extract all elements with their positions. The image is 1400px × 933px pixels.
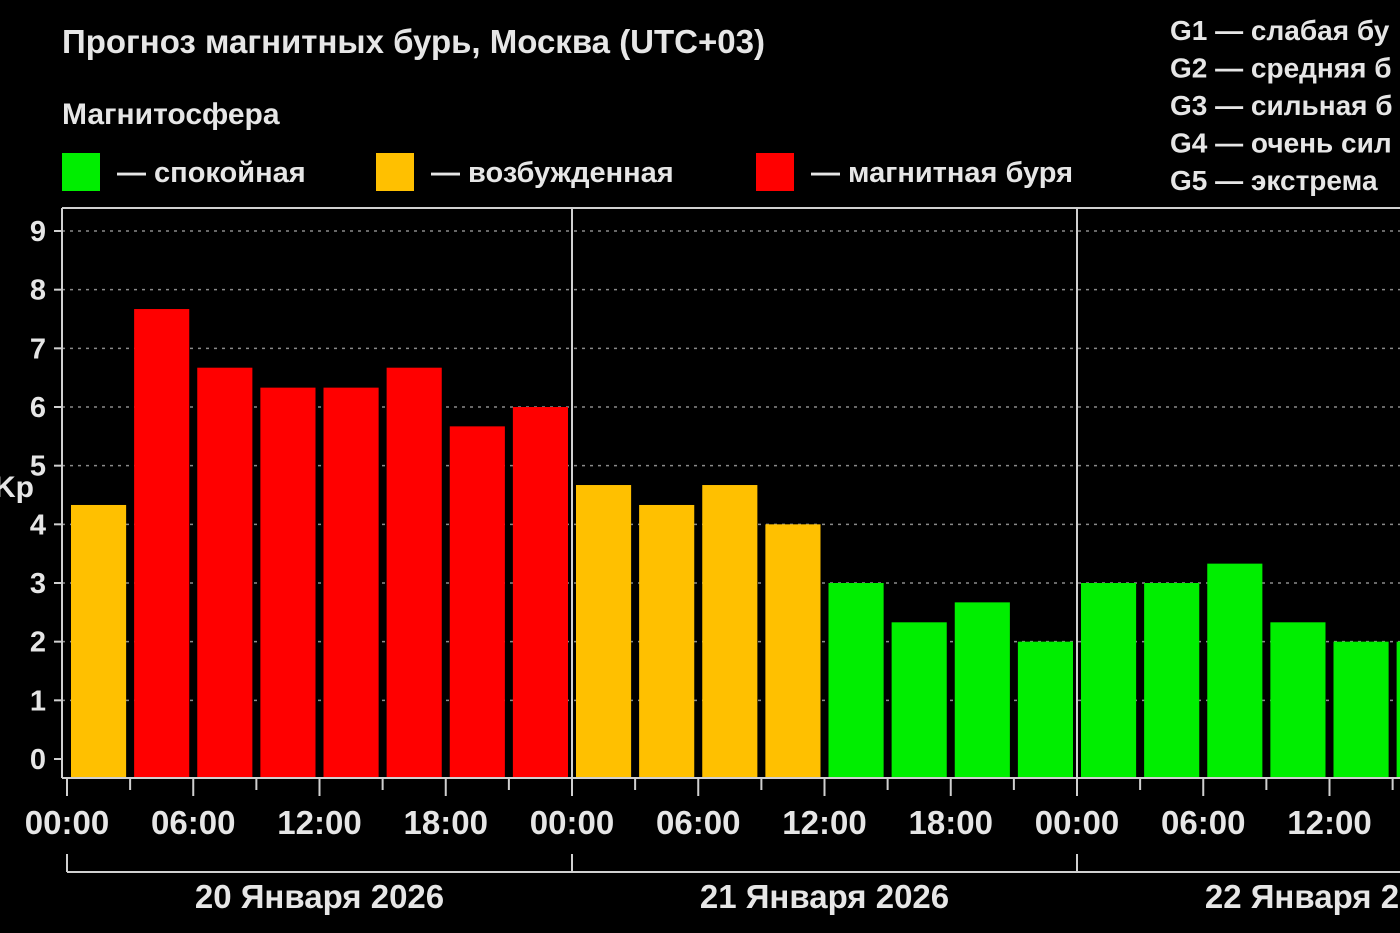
x-tick-label-1: 06:00 [151,804,235,841]
bar-7 [512,407,568,777]
bar-13 [891,622,947,777]
x-tick-label-7: 18:00 [909,804,993,841]
g-scale-item-1: G2 — средняя б [1170,53,1392,84]
bar-16 [1081,583,1137,777]
day-labels: 20 Января 2026 21 Января 2026 22 Января 20… [66,854,1400,915]
bars [71,309,1400,777]
bar-0 [71,504,127,777]
x-tick-label-0: 00:00 [25,804,109,841]
chart-title: Прогноз магнитных бурь, Москва (UTC+03) [62,23,765,60]
bar-4 [323,387,379,777]
legend: — спокойная — возбужденная — магнитная бур… [62,153,1073,191]
x-tick-label-3: 18:00 [404,804,488,841]
y-tick-label-1: 1 [30,685,46,717]
x-tick-label-10: 12:00 [1287,804,1371,841]
bar-1 [134,309,190,777]
legend-swatch-0 [62,153,100,191]
legend-label-1: — возбужденная [431,157,674,189]
x-tick-label-5: 06:00 [656,804,740,841]
bar-8 [576,485,632,777]
axes [61,207,1400,779]
bar-15 [1017,641,1073,777]
x-tick-label-4: 00:00 [530,804,614,841]
chart-subtitle: Магнитосфера [62,98,280,131]
g-scale-item-0: G1 — слабая бу [1170,15,1390,46]
bar-18 [1207,563,1263,777]
y-tick-label-8: 8 [30,275,46,307]
x-ticks: 00:00 06:00 12:00 18:00 00:00 06:00 12:00 18:00… [25,778,1394,841]
y-tick-label-4: 4 [30,509,46,541]
y-tick-label-2: 2 [30,627,46,659]
bar-21 [1396,641,1400,777]
bar-11 [765,524,821,777]
day-label-0: 20 Января 2026 [195,878,444,915]
y-ticks: 0 1 2 3 4 5 6 7 8 9 [30,216,62,776]
bar-5 [386,367,442,777]
x-tick-label-6: 12:00 [782,804,866,841]
y-tick-label-6: 6 [30,392,46,424]
x-tick-label-9: 06:00 [1161,804,1245,841]
g-scale-legend: G1 — слабая бу G2 — средняя б G3 — сильная… [1170,15,1393,196]
bar-10 [702,485,758,777]
day-label-1: 21 Января 2026 [700,878,949,915]
x-tick-label-8: 00:00 [1035,804,1119,841]
g-scale-item-3: G4 — очень сил [1170,128,1392,159]
y-tick-label-3: 3 [30,568,46,600]
legend-swatch-1 [376,153,414,191]
bar-6 [449,426,505,777]
legend-swatch-2 [756,153,794,191]
legend-label-0: — спокойная [117,157,306,189]
g-scale-item-2: G3 — сильная б [1170,90,1393,121]
bar-17 [1144,583,1200,777]
y-axis-label: Kp [0,471,34,504]
x-tick-label-2: 12:00 [277,804,361,841]
bar-3 [260,387,316,777]
bar-12 [828,583,884,777]
legend-label-2: — магнитная буря [811,157,1073,189]
y-tick-label-9: 9 [30,216,46,248]
bar-14 [954,602,1010,777]
y-tick-label-0: 0 [30,744,46,776]
bar-20 [1333,641,1389,777]
day-label-2: 22 Января 2026 [1205,878,1400,915]
bar-19 [1270,622,1326,777]
bar-9 [639,504,695,777]
y-tick-label-7: 7 [30,333,46,365]
bar-2 [197,367,253,777]
g-scale-item-4: G5 — экстрема [1170,165,1378,196]
y-tick-label-5: 5 [30,451,46,483]
